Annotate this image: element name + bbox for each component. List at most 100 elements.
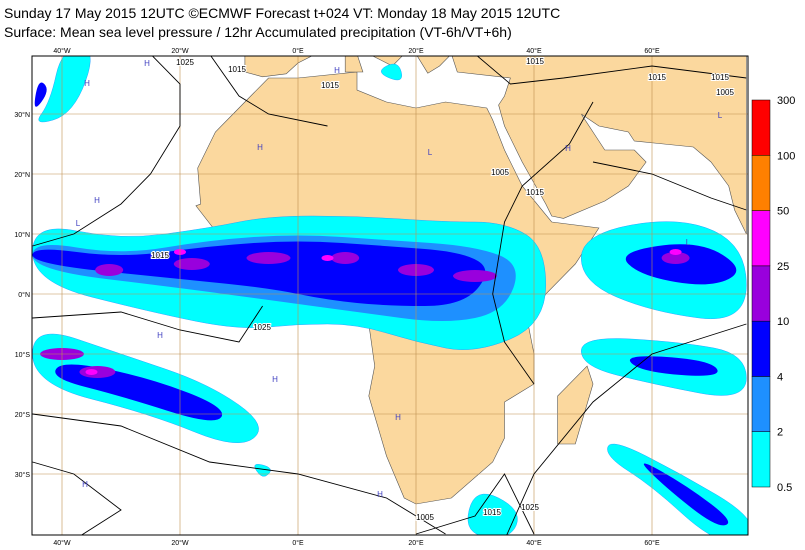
isobar-label: 1015 (321, 81, 339, 90)
lon-label: 60°E (644, 47, 660, 55)
legend-swatch (751, 210, 771, 267)
pressure-center: H (84, 79, 90, 88)
isobar (592, 161, 747, 211)
pressure-center: L (686, 238, 691, 247)
lon-label: 40°E (526, 539, 542, 547)
lat-label: 30°N (14, 111, 30, 119)
isobar (32, 461, 122, 535)
legend-label: 0.5 (777, 482, 792, 494)
pressure-center: L (718, 111, 723, 120)
isobar (506, 323, 747, 535)
pressure-center: L (76, 219, 81, 228)
isobar (210, 56, 328, 127)
title: Sunday 17 May 2015 12UTC ©ECMWF Forecast… (4, 5, 561, 21)
map-frame (31, 55, 749, 536)
isobar (415, 473, 535, 535)
land (416, 56, 450, 74)
precipitation (331, 252, 360, 264)
isobar-label: 1015 (648, 73, 666, 82)
isobar (476, 56, 747, 85)
isobar-label: 1005 (416, 513, 434, 522)
lon-label: 40°W (53, 539, 71, 547)
precipitation (32, 241, 486, 306)
isobar-label: 1025 (521, 503, 539, 512)
legend-label: 25 (777, 261, 789, 273)
pressure-center: H (257, 143, 263, 152)
precipitation (643, 463, 729, 526)
land (557, 365, 594, 445)
precipitation (38, 56, 91, 123)
legend-label: 300 (777, 95, 795, 107)
lat-label: 10°S (15, 351, 31, 359)
legend-label: 50 (777, 206, 789, 218)
legend-swatch (751, 376, 771, 432)
precipitation (246, 252, 291, 264)
pressure-center: H (377, 490, 383, 499)
land (372, 56, 403, 67)
lat-label: 30°S (15, 471, 31, 479)
isobar-label: 1025 (253, 323, 271, 332)
isobar (32, 56, 181, 247)
precipitation (321, 255, 334, 261)
subtitle: Surface: Mean sea level pressure / 12hr … (4, 24, 512, 40)
legend-label: 100 (777, 150, 795, 162)
pressure-center: H (395, 413, 401, 422)
isobar-label: 1015 (526, 188, 544, 197)
pressure-center: H (565, 144, 571, 153)
land (451, 56, 747, 235)
pressure-center: H (144, 59, 150, 68)
pressure-center: L (428, 148, 433, 157)
legend-label: 10 (777, 316, 789, 328)
isobar-label: 1015 (711, 73, 729, 82)
isobar-label: 1005 (716, 88, 734, 97)
legend-label: 4 (777, 371, 783, 383)
lon-label: 20°E (408, 539, 424, 547)
legend-swatch (751, 155, 771, 211)
legend-swatch (751, 431, 771, 488)
precipitation (173, 258, 210, 270)
lon-label: 40°W (53, 47, 71, 55)
map-layers (32, 56, 748, 535)
lon-label: 60°E (644, 539, 660, 547)
isobar-label: 1015 (151, 251, 169, 260)
isobar-label: 1015 (228, 65, 246, 74)
legend-label: 2 (777, 427, 783, 439)
lat-label: 0°N (18, 291, 30, 299)
precipitation (34, 82, 47, 107)
isobar (492, 101, 594, 385)
lon-label: 20°W (171, 47, 189, 55)
legend-swatch (751, 320, 771, 377)
precipitation (85, 369, 98, 375)
precipitation (669, 249, 682, 255)
precipitation (381, 63, 402, 81)
isobar (32, 305, 263, 343)
lon-label: 0°E (292, 47, 304, 55)
legend-swatch (751, 265, 771, 322)
precipitation (95, 264, 124, 276)
pressure-center: H (82, 480, 88, 489)
precipitation (254, 464, 271, 477)
precipitation (467, 493, 518, 535)
pressure-center: H (94, 196, 100, 205)
lat-label: 20°N (14, 171, 30, 179)
lon-label: 20°W (171, 539, 189, 547)
precipitation (55, 364, 223, 421)
lon-label: 40°E (526, 47, 542, 55)
header: Sunday 17 May 2015 12UTC ©ECMWF Forecast… (4, 4, 560, 42)
isobar (32, 413, 446, 535)
legend-swatch (751, 99, 771, 156)
land (344, 56, 364, 73)
pressure-center: H (272, 375, 278, 384)
pressure-center: H (334, 66, 340, 75)
isobar-label: 1015 (483, 508, 501, 517)
lon-label: 0°E (292, 539, 304, 547)
lat-label: 20°S (15, 411, 31, 419)
pressure-center: H (157, 331, 163, 340)
precipitation (453, 270, 497, 282)
lat-label: 10°N (14, 231, 30, 239)
precipitation (625, 244, 737, 285)
isobar-label: 1015 (526, 57, 544, 66)
lon-label: 20°E (408, 47, 424, 55)
